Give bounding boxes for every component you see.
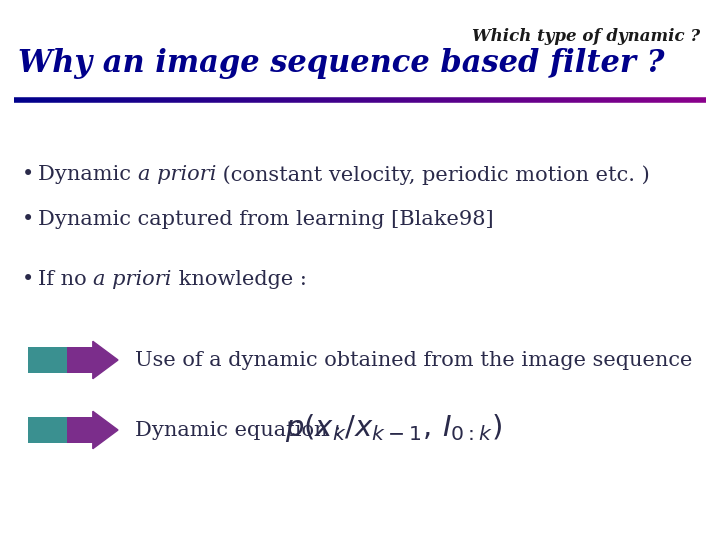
Text: a priori: a priori xyxy=(94,270,171,289)
Text: (constant velocity, periodic motion etc. ): (constant velocity, periodic motion etc.… xyxy=(216,165,649,185)
Text: Which type of dynamic ?: Which type of dynamic ? xyxy=(472,28,700,45)
FancyBboxPatch shape xyxy=(67,417,93,443)
Text: Dynamic: Dynamic xyxy=(38,165,138,184)
Text: knowledge :: knowledge : xyxy=(171,270,307,289)
Text: •: • xyxy=(22,165,35,184)
FancyBboxPatch shape xyxy=(28,417,67,443)
Text: •: • xyxy=(22,270,35,289)
Text: Dynamic captured from learning [Blake98]: Dynamic captured from learning [Blake98] xyxy=(38,210,494,229)
FancyBboxPatch shape xyxy=(28,347,67,373)
Text: If no: If no xyxy=(38,270,94,289)
Text: Dynamic equation :: Dynamic equation : xyxy=(135,421,348,440)
Text: a priori: a priori xyxy=(138,165,216,184)
Polygon shape xyxy=(93,341,118,379)
Text: Use of a dynamic obtained from the image sequence: Use of a dynamic obtained from the image… xyxy=(135,350,693,369)
Text: $p(x_k/x_{k-1},\,I_{0:k})$: $p(x_k/x_{k-1},\,I_{0:k})$ xyxy=(285,412,502,444)
Polygon shape xyxy=(93,411,118,449)
FancyBboxPatch shape xyxy=(67,347,93,373)
Text: •: • xyxy=(22,210,35,229)
Text: Why an image sequence based filter ?: Why an image sequence based filter ? xyxy=(18,48,665,79)
